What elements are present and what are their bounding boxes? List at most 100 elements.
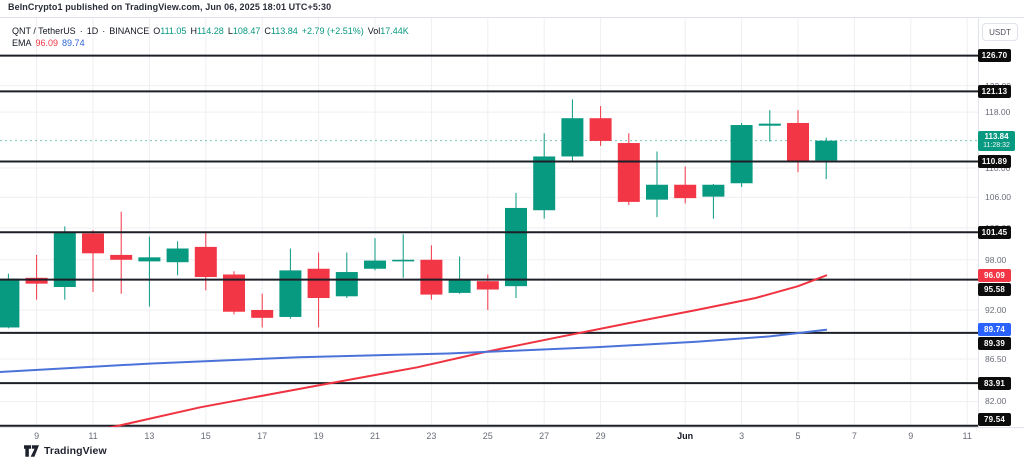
bar-countdown: 11:28:32 <box>983 141 1010 149</box>
candle-body <box>82 233 104 254</box>
time-label-13: 13 <box>144 431 155 441</box>
ema-line-slow <box>0 328 828 373</box>
candle-may-17 <box>251 293 274 328</box>
ema-label: EMA <box>12 38 32 48</box>
candle-body <box>420 259 443 295</box>
separator-dot: · <box>102 26 106 36</box>
candle-body <box>533 156 556 211</box>
level-price-badge-95.58: 95.58 <box>978 282 1011 296</box>
candle-body <box>561 118 584 157</box>
candle-body <box>53 231 76 288</box>
level-price-badge-79.54: 79.54 <box>978 413 1011 426</box>
level-price-badge-83.91: 83.91 <box>978 376 1011 390</box>
candle-jun-1 <box>674 166 697 204</box>
close-value: C113.84 <box>264 26 298 36</box>
candle-may-16 <box>223 271 245 315</box>
price-tick-98.00: 98.00 <box>985 254 1007 265</box>
time-label-25: 25 <box>482 431 493 441</box>
time-label-29: 29 <box>595 431 606 441</box>
price-tick-118.00: 118.00 <box>985 107 1011 118</box>
candle-body <box>702 184 725 197</box>
candle-body <box>589 118 612 141</box>
time-label-7: 7 <box>851 431 857 441</box>
exchange-label: BINANCE <box>109 26 150 36</box>
currency-toggle-button[interactable]: USDT <box>982 23 1018 41</box>
last-price-badge: 113.84 11:28:32 <box>978 130 1015 151</box>
symbol-title: QNT / TetherUS <box>12 26 76 36</box>
candle-body <box>505 207 527 287</box>
ema-line-fast <box>107 274 828 427</box>
candle-body <box>448 279 471 293</box>
candle-may-22 <box>392 234 415 278</box>
time-axis[interactable]: 9 11 13 15 17 19 21 23 25 27 29 Jun 3 5 7 9 11 <box>0 427 1024 444</box>
time-label-9: 9 <box>908 431 914 441</box>
change-value: +2.79 (+2.51%) <box>301 26 364 36</box>
candle-body <box>223 274 245 312</box>
frame-top-divider <box>0 17 1024 18</box>
candle-body <box>476 281 499 290</box>
time-label-19: 19 <box>313 431 324 441</box>
time-label-23: 23 <box>426 431 437 441</box>
candle-body <box>392 259 415 262</box>
candle-body <box>758 123 781 126</box>
legend-ohlc-row: QNT / TetherUS · 1D · BINANCE O111.05 H1… <box>12 25 409 37</box>
interval-label: 1D <box>86 26 99 36</box>
candle-body <box>646 184 668 200</box>
candle-body <box>617 143 640 202</box>
candle-jun-5 <box>787 110 809 173</box>
price-axis[interactable]: USDT 122.00118.00110.00106.00102.0098.00… <box>978 17 1024 442</box>
ema-price-badge-96.09: 96.09 <box>978 268 1011 282</box>
candle-may-23 <box>420 245 443 300</box>
time-label-27: 27 <box>539 431 550 441</box>
candle-may-18 <box>279 248 302 319</box>
candle-body <box>251 310 274 318</box>
candle-may-28 <box>561 99 584 162</box>
separator-dot: · <box>79 26 83 36</box>
candle-may-8 <box>0 273 20 329</box>
tradingview-logo-icon <box>24 445 39 457</box>
candle-body <box>815 140 838 161</box>
tradingview-brand-text: TradingView <box>44 445 107 457</box>
candle-may-20 <box>335 252 358 298</box>
tradingview-logo-link[interactable]: TradingView <box>24 445 107 457</box>
time-label-jun: Jun <box>677 431 694 441</box>
level-price-badge-89.39: 89.39 <box>978 337 1011 351</box>
footer-bar: TradingView <box>0 443 1024 461</box>
candle-may-27 <box>533 133 556 219</box>
candle-may-29 <box>589 106 612 146</box>
candle-body <box>307 268 330 298</box>
high-value: H114.28 <box>190 26 224 36</box>
candle-may-24 <box>448 256 471 294</box>
candle-body <box>335 272 358 297</box>
price-tick-86.50: 86.50 <box>985 354 1007 364</box>
price-tick-106.00: 106.00 <box>985 192 1011 203</box>
candle-body <box>194 246 217 277</box>
ema-price-badge-89.74: 89.74 <box>978 323 1011 337</box>
candle-body <box>787 122 809 162</box>
legend-ema-row: EMA 96.09 89.74 <box>12 37 409 49</box>
candle-body <box>279 270 302 317</box>
candle-jun-2 <box>702 184 725 219</box>
candle-may-13 <box>138 236 161 307</box>
ema-slow-value: 89.74 <box>62 38 85 48</box>
time-label-5: 5 <box>795 431 801 441</box>
candle-body <box>110 254 133 260</box>
candle-body <box>138 257 161 262</box>
candle-may-11 <box>82 230 104 293</box>
candle-may-12 <box>110 211 133 294</box>
time-label-11: 11 <box>962 431 972 441</box>
candle-jun-4 <box>758 110 781 142</box>
candle-body <box>674 184 697 199</box>
candle-jun-6 <box>815 137 838 180</box>
time-label-15: 15 <box>200 431 211 441</box>
candle-jun-3 <box>730 122 753 187</box>
candle-may-19 <box>307 252 330 328</box>
candle-may-9 <box>25 254 48 300</box>
chart-legend: QNT / TetherUS · 1D · BINANCE O111.05 H1… <box>12 25 409 49</box>
ema-fast-value: 96.09 <box>35 38 59 48</box>
candle-body <box>0 278 20 328</box>
time-label-11: 11 <box>88 431 98 441</box>
level-price-badge-121.13: 121.13 <box>978 84 1011 98</box>
candle-may-10 <box>53 226 76 300</box>
